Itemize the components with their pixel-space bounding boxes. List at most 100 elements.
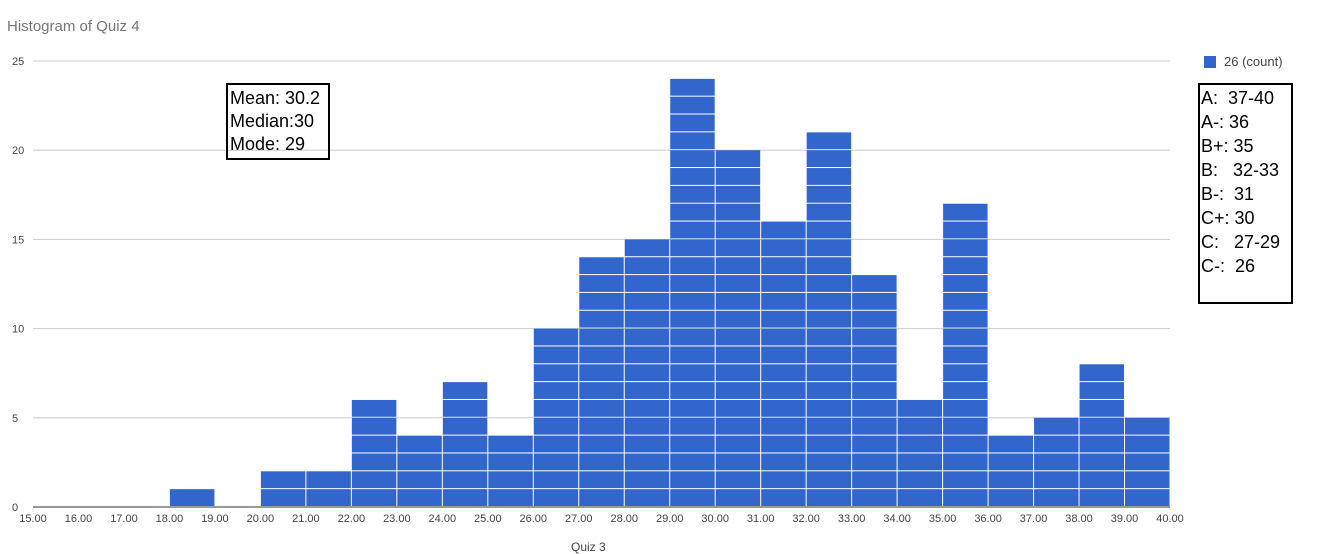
- bar-segment: [852, 328, 897, 346]
- bar-segment: [806, 471, 852, 489]
- histogram-bar[interactable]: [397, 435, 442, 506]
- grade-scale-box: A: 37-40 A-: 36 B+: 35 B: 32-33 B-: 31 C…: [1198, 83, 1293, 304]
- bar-segment: [579, 346, 624, 364]
- bar-segment: [1125, 417, 1170, 435]
- bar-segment: [1079, 453, 1125, 471]
- bar-segment: [761, 257, 806, 275]
- bar-segment: [670, 114, 715, 132]
- histogram-bar[interactable]: [488, 435, 533, 506]
- bar-segment: [715, 275, 761, 292]
- bar-segment: [897, 471, 943, 489]
- x-tick-label: 25.00: [474, 513, 502, 525]
- histogram-bar[interactable]: [715, 150, 761, 506]
- bar-segment: [488, 453, 533, 471]
- stats-mean: Mean: 30.2: [230, 88, 321, 108]
- bar-segment: [761, 275, 806, 292]
- bar-segment: [624, 346, 670, 364]
- bar-segment: [624, 382, 670, 399]
- x-tick-label: 23.00: [383, 513, 411, 525]
- bar-segment: [579, 471, 624, 489]
- bar-segment: [351, 489, 397, 506]
- bar-segment: [806, 168, 852, 185]
- y-tick-label: 25: [12, 56, 24, 68]
- histogram-bar[interactable]: [1034, 417, 1079, 506]
- bar-segment: [670, 292, 715, 310]
- stats-annotation-box: Mean: 30.2 Median:30 Mode: 29: [226, 83, 330, 160]
- histogram-bar[interactable]: [988, 435, 1034, 506]
- histogram-bar[interactable]: [306, 471, 351, 506]
- histogram-bar[interactable]: [806, 132, 852, 506]
- histogram-bar[interactable]: [670, 78, 715, 506]
- bar-segment: [852, 417, 897, 435]
- bar-segment: [533, 471, 579, 489]
- histogram-bar[interactable]: [624, 239, 670, 506]
- bar-segment: [761, 453, 806, 471]
- histogram-bar[interactable]: [761, 221, 806, 506]
- bar-segment: [943, 328, 988, 346]
- bar-segment: [533, 489, 579, 506]
- bar-segment: [442, 453, 488, 471]
- bar-segment: [943, 382, 988, 399]
- bar-segment: [715, 168, 761, 185]
- bar-segment: [761, 435, 806, 453]
- legend[interactable]: 26 (count): [1204, 54, 1283, 69]
- bar-segment: [670, 168, 715, 185]
- bar-segment: [488, 471, 533, 489]
- bar-segment: [624, 453, 670, 471]
- grade-line-c-minus: C-: 26: [1201, 256, 1256, 276]
- bar-segment: [670, 203, 715, 221]
- grade-line-b-minus: B-: 31: [1201, 184, 1255, 204]
- bar-segment: [806, 203, 852, 221]
- x-tick-label: 34.00: [883, 513, 911, 525]
- x-tick-label: 33.00: [838, 513, 866, 525]
- histogram-bar[interactable]: [260, 471, 306, 506]
- bar-segment: [806, 399, 852, 417]
- bar-segment: [806, 364, 852, 382]
- bar-segment: [579, 399, 624, 417]
- bar-segment: [670, 150, 715, 168]
- histogram-bar[interactable]: [1125, 417, 1170, 506]
- bar-segment: [897, 435, 943, 453]
- bar-segment: [715, 399, 761, 417]
- bar-segment: [761, 364, 806, 382]
- bar-segment: [988, 453, 1034, 471]
- bar-segment: [624, 239, 670, 257]
- histogram-bar[interactable]: [351, 399, 397, 506]
- x-tick-label: 37.00: [1020, 513, 1048, 525]
- bar-segment: [852, 399, 897, 417]
- bar-segment: [579, 489, 624, 506]
- histogram-bar[interactable]: [169, 489, 215, 506]
- bar-segment: [715, 292, 761, 310]
- y-axis-labels: 0 5 10 15 20 25: [12, 56, 24, 514]
- bar-segment: [852, 453, 897, 471]
- bar-segment: [442, 435, 488, 453]
- grade-line-c: C: 27-29: [1201, 232, 1281, 252]
- histogram-bar[interactable]: [579, 257, 624, 506]
- bar-segment: [806, 275, 852, 292]
- bar-segment: [670, 399, 715, 417]
- histogram-bar[interactable]: [533, 328, 579, 506]
- bar-segment: [624, 435, 670, 453]
- histogram-bar[interactable]: [943, 203, 988, 506]
- bar-segment: [1125, 489, 1170, 506]
- x-tick-label: 26.00: [520, 513, 548, 525]
- x-tick-label: 19.00: [201, 513, 229, 525]
- bar-segment: [988, 435, 1034, 453]
- bar-segment: [624, 275, 670, 292]
- x-tick-label: 35.00: [929, 513, 957, 525]
- histogram-bar[interactable]: [1079, 364, 1125, 506]
- bar-segment: [670, 239, 715, 257]
- bar-segment: [670, 96, 715, 114]
- histogram-bar[interactable]: [897, 399, 943, 506]
- histogram-bar[interactable]: [852, 275, 897, 506]
- bar-segment: [670, 275, 715, 292]
- bar-segment: [670, 310, 715, 328]
- bar-segment: [579, 328, 624, 346]
- bar-segment: [761, 328, 806, 346]
- bar-segment: [351, 417, 397, 435]
- bar-segment: [306, 489, 351, 506]
- bar-segment: [897, 399, 943, 417]
- x-tick-label: 18.00: [156, 513, 184, 525]
- histogram-bar[interactable]: [442, 382, 488, 506]
